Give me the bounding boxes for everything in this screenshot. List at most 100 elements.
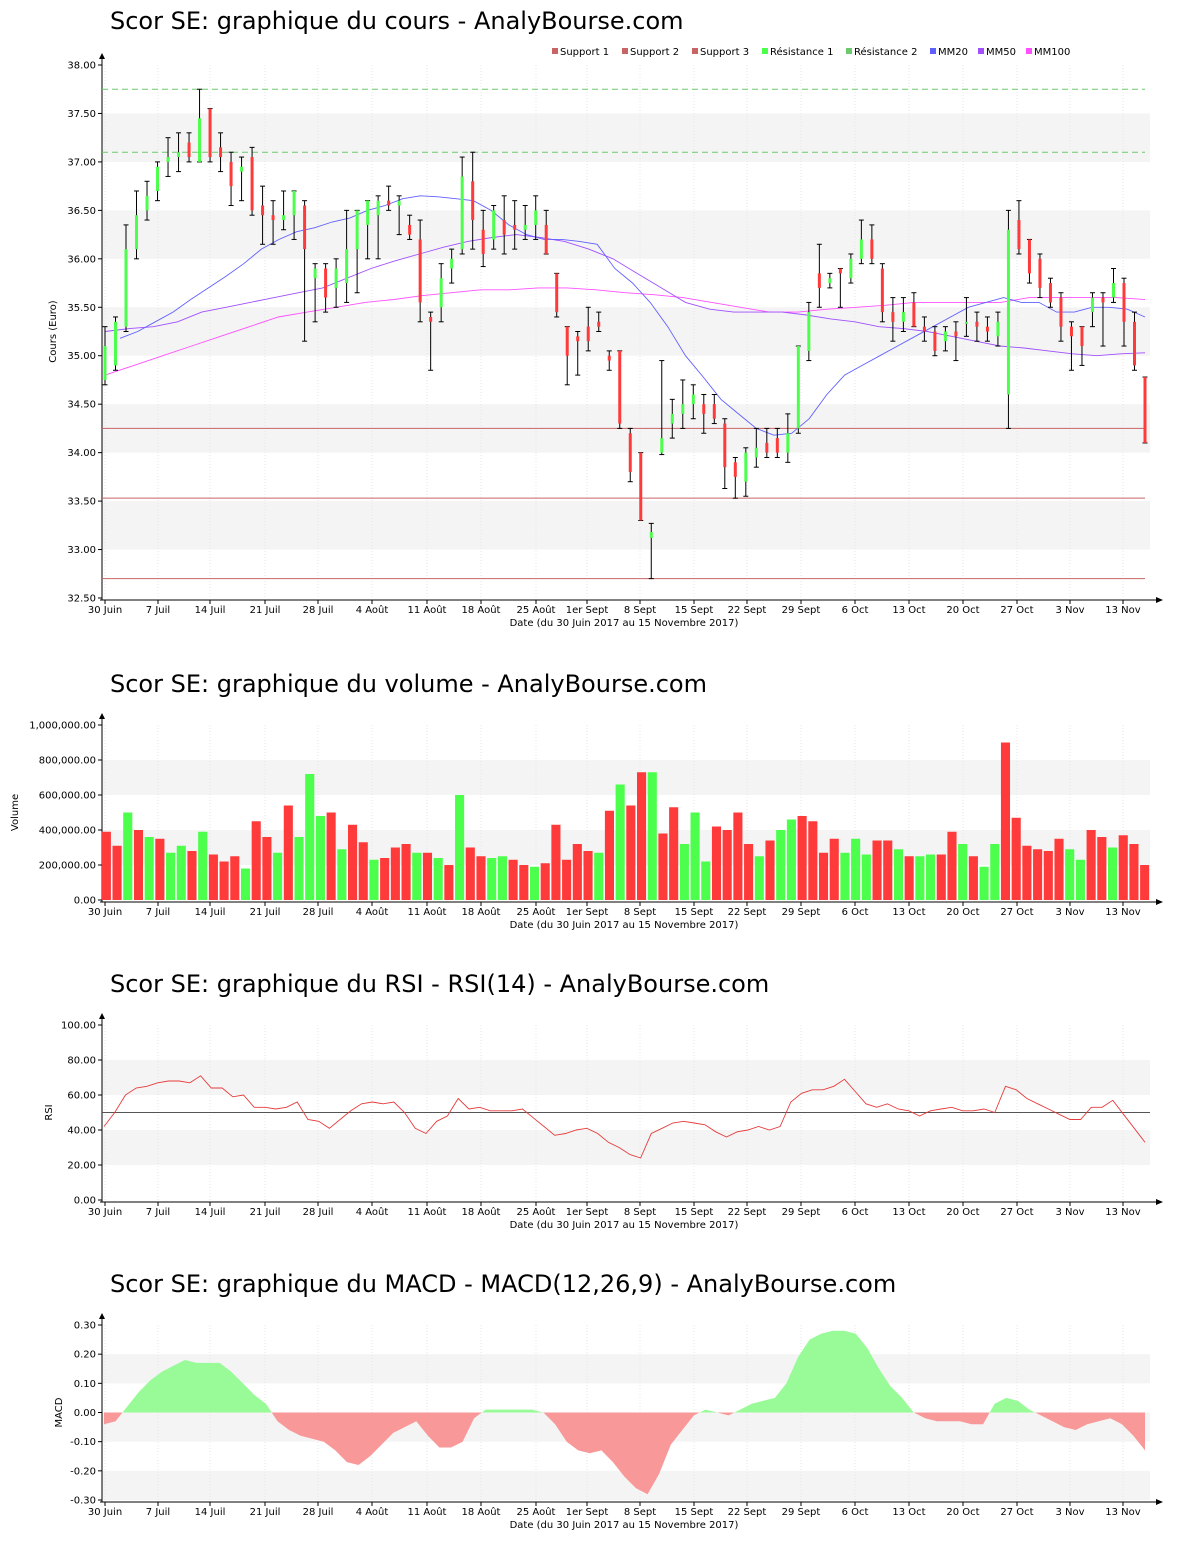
candle-body	[765, 442, 769, 453]
price-candle	[774, 427, 780, 458]
candle-body	[660, 438, 664, 453]
y-tick-label: 0.00	[74, 1196, 96, 1207]
candle-body	[376, 200, 380, 216]
x-tick-label: 28 Juil	[303, 605, 334, 616]
volume-bar	[958, 844, 968, 900]
y-tick-label: 60.00	[67, 1091, 96, 1102]
x-tick-label: 29 Sept	[782, 605, 821, 616]
candle-body	[492, 210, 496, 240]
candle-body	[366, 200, 370, 225]
legend-swatch	[930, 48, 936, 54]
x-tick-label: 30 Juin	[88, 605, 122, 616]
x-axis-caption: Date (du 30 Juin 2017 au 15 Novembre 201…	[510, 920, 739, 931]
x-axis-caption: Date (du 30 Juin 2017 au 15 Novembre 201…	[510, 1520, 739, 1531]
arrow-right-icon	[1156, 597, 1163, 603]
price-candle	[113, 316, 119, 371]
volume-bar	[540, 863, 550, 900]
y-tick-label: 200,000.00	[39, 861, 96, 872]
candle-body	[229, 161, 233, 187]
candle-body	[817, 273, 821, 288]
volume-bar	[1054, 838, 1064, 900]
x-tick-label: 28 Juil	[303, 1507, 334, 1518]
arrow-right-icon	[1156, 899, 1163, 905]
candle-body	[271, 215, 275, 221]
grid-band	[102, 1130, 1150, 1165]
x-tick-label: 21 Juil	[250, 605, 281, 616]
price-candle	[144, 180, 150, 221]
volume-bar	[369, 859, 379, 900]
price-candle	[302, 200, 308, 342]
candle-body	[1080, 326, 1084, 347]
price-candle	[396, 195, 402, 236]
price-candle	[428, 311, 434, 371]
price-candle	[743, 447, 749, 497]
volume-bar	[1097, 837, 1107, 900]
candle-body	[996, 321, 1000, 337]
x-tick-label: 14 Juil	[195, 605, 226, 616]
x-tick-label: 30 Juin	[88, 907, 122, 918]
candle-body	[597, 321, 601, 327]
x-tick-label: 21 Juil	[250, 907, 281, 918]
volume-bar	[626, 805, 636, 900]
volume-bar	[422, 852, 433, 900]
y-tick-label: 34.50	[67, 400, 96, 411]
y-axis-label: RSI	[44, 1104, 55, 1120]
candle-body	[796, 346, 800, 429]
x-tick-label: 15 Sept	[675, 1207, 714, 1218]
mm20-line	[119, 195, 1146, 436]
volume-bar	[786, 819, 796, 900]
volume-bar	[701, 861, 711, 900]
candle-body	[471, 181, 475, 221]
x-tick-label: 15 Sept	[675, 1507, 714, 1518]
macd-negative-area	[104, 1412, 1145, 1495]
price-candle	[197, 88, 203, 163]
volume-bar	[637, 772, 647, 900]
price-candle	[648, 522, 654, 580]
price-candle	[323, 263, 329, 313]
price-candle	[1047, 277, 1053, 308]
candle-body	[649, 532, 653, 538]
volume-bar	[465, 847, 475, 900]
legend-swatch	[846, 48, 852, 54]
candle-body	[324, 268, 328, 298]
candle-body	[807, 312, 811, 351]
price-candle	[1016, 200, 1022, 255]
price-candle	[512, 200, 518, 250]
price-candle	[659, 360, 665, 456]
candle-body	[534, 210, 538, 225]
candle-body	[481, 229, 485, 254]
price-candle	[449, 248, 455, 284]
price-candle	[239, 156, 245, 202]
candle-body	[502, 220, 506, 235]
price-candle	[1100, 292, 1106, 347]
price-candle	[438, 263, 444, 323]
arrow-right-icon	[1156, 1199, 1163, 1205]
candle-body	[681, 404, 685, 414]
x-tick-label: 14 Juil	[195, 1207, 226, 1218]
volume-bar	[476, 856, 486, 900]
candle-body	[429, 316, 433, 322]
y-axis-label: MACD	[54, 1397, 65, 1427]
price-candle	[669, 398, 675, 439]
price-candle	[806, 301, 812, 362]
x-tick-label: 7 Juil	[146, 605, 170, 616]
price-candle	[1026, 238, 1032, 284]
y-tick-label: 600,000.00	[39, 791, 96, 802]
grid-band	[102, 210, 1150, 259]
volume-bar	[572, 844, 582, 900]
x-tick-label: 6 Oct	[842, 1507, 869, 1518]
volume-bar	[497, 856, 507, 900]
volume-bar	[926, 854, 936, 900]
grid-band	[102, 307, 1150, 356]
volume-bar	[1043, 851, 1053, 900]
volume-bar	[669, 807, 679, 900]
arrow-right-icon	[1156, 1499, 1163, 1505]
x-tick-label: 8 Sept	[624, 1507, 656, 1518]
candle-body	[1143, 377, 1147, 443]
price-candle	[869, 224, 875, 265]
candle-body	[639, 452, 643, 521]
y-tick-label: -0.10	[70, 1437, 96, 1448]
price-candle	[375, 195, 381, 260]
price-candle	[165, 137, 171, 177]
price-candle	[879, 263, 885, 323]
